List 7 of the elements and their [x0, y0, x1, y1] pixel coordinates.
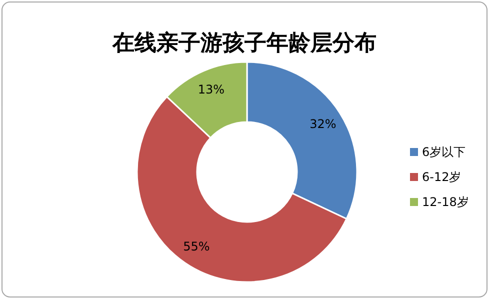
legend-label: 12-18岁	[422, 195, 469, 209]
data-label: 13%	[198, 82, 225, 96]
data-label: 55%	[183, 239, 210, 254]
chart-title: 在线亲子游孩子年龄层分布	[112, 30, 376, 56]
legend-label: 6岁以下	[422, 145, 466, 159]
legend-label: 6-12岁	[422, 170, 462, 184]
data-label: 32%	[310, 116, 336, 131]
